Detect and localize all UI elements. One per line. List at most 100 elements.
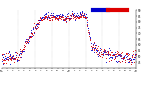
Point	[13, 58, 16, 60]
Point	[47, 12, 50, 13]
Point	[60, 16, 63, 18]
Point	[108, 57, 110, 58]
Point	[29, 37, 32, 38]
Point	[73, 12, 75, 13]
Point	[129, 59, 131, 61]
Point	[57, 14, 60, 15]
Point	[116, 61, 119, 63]
Point	[58, 16, 61, 18]
Point	[12, 57, 15, 58]
Point	[131, 54, 134, 56]
Point	[42, 17, 44, 18]
Point	[20, 54, 23, 55]
Point	[74, 20, 76, 21]
Point	[11, 58, 14, 59]
Point	[77, 16, 80, 18]
Point	[84, 16, 86, 18]
Point	[100, 52, 103, 53]
Point	[38, 24, 41, 25]
Point	[10, 58, 13, 59]
Point	[19, 52, 22, 54]
Point	[8, 59, 11, 60]
Point	[42, 18, 44, 20]
Point	[63, 20, 66, 21]
Point	[132, 59, 134, 60]
Point	[19, 50, 21, 52]
Point	[85, 17, 88, 18]
Point	[87, 31, 90, 32]
Point	[24, 45, 26, 46]
Point	[49, 19, 51, 21]
Point	[25, 42, 28, 43]
Point	[68, 18, 71, 19]
Point	[13, 57, 16, 58]
Point	[77, 16, 80, 17]
Point	[88, 33, 91, 35]
Point	[118, 53, 120, 55]
Point	[96, 50, 98, 52]
Point	[122, 57, 125, 59]
Point	[111, 54, 114, 56]
Point	[46, 19, 49, 20]
Point	[69, 15, 72, 16]
Point	[129, 59, 132, 60]
Point	[79, 15, 81, 16]
Point	[94, 45, 97, 46]
Point	[88, 35, 91, 36]
Point	[12, 55, 15, 57]
Point	[116, 61, 119, 62]
Point	[63, 18, 66, 19]
Point	[91, 47, 94, 48]
Point	[115, 56, 117, 57]
Point	[53, 15, 56, 16]
Point	[123, 57, 125, 59]
Point	[33, 28, 36, 29]
Point	[48, 14, 51, 16]
Point	[43, 15, 45, 16]
Point	[110, 59, 112, 60]
Point	[44, 14, 46, 15]
Point	[90, 49, 92, 51]
Point	[102, 54, 104, 55]
Point	[26, 41, 28, 43]
Point	[59, 17, 62, 19]
Point	[53, 15, 56, 16]
Point	[105, 61, 107, 62]
Point	[53, 15, 55, 17]
Point	[104, 51, 107, 53]
Point	[13, 57, 16, 58]
Point	[68, 18, 70, 19]
Point	[65, 18, 67, 19]
Point	[97, 53, 100, 55]
Point	[45, 13, 47, 15]
Point	[116, 50, 118, 51]
Point	[129, 59, 132, 61]
Point	[23, 46, 25, 48]
Point	[78, 17, 80, 18]
Point	[11, 57, 13, 59]
Point	[130, 63, 132, 65]
Point	[60, 19, 62, 20]
Point	[12, 58, 15, 60]
Point	[9, 54, 11, 55]
Point	[75, 17, 77, 18]
Point	[98, 48, 101, 49]
Point	[110, 56, 113, 57]
Point	[68, 20, 70, 21]
Point	[128, 60, 131, 61]
Point	[112, 54, 114, 55]
Point	[55, 14, 58, 15]
Point	[125, 53, 128, 55]
Point	[20, 52, 23, 53]
Point	[107, 54, 109, 55]
Point	[25, 42, 28, 43]
Point	[107, 51, 109, 52]
Point	[96, 55, 99, 56]
Point	[98, 56, 101, 57]
Point	[78, 17, 80, 18]
Point	[15, 52, 18, 54]
Point	[109, 54, 112, 55]
Point	[21, 49, 23, 50]
Point	[41, 19, 44, 21]
Point	[115, 60, 118, 62]
